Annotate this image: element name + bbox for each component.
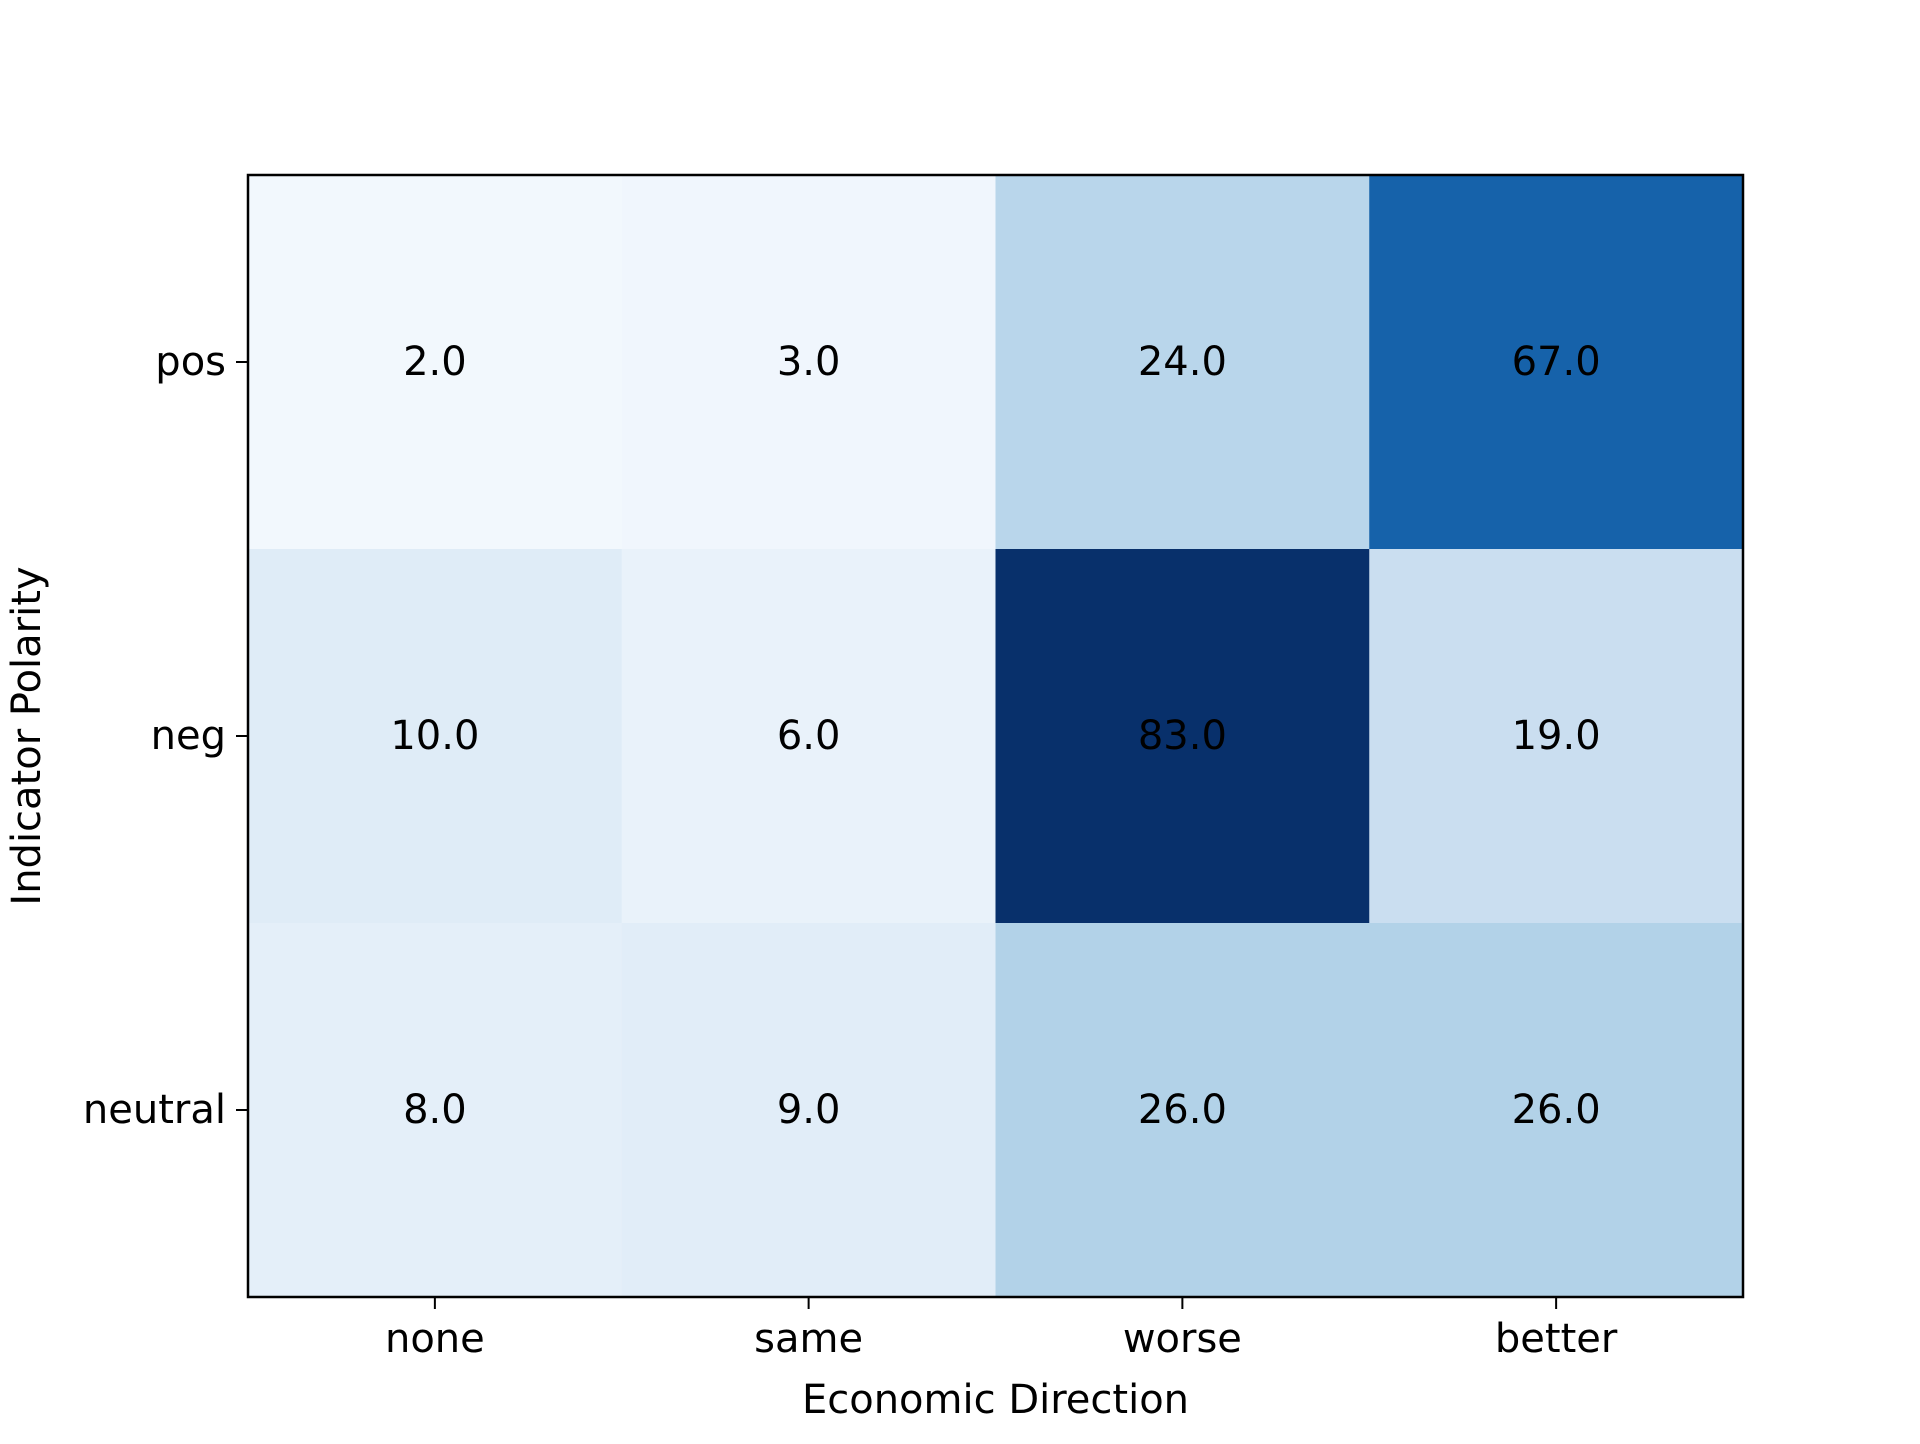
y-axis-label: Indicator Polarity: [4, 566, 50, 905]
y-axis: pos neg neutral: [83, 339, 248, 1133]
cell-value-label: 9.0: [777, 1087, 841, 1133]
heatmap-cell: [1369, 549, 1744, 924]
heatmap-cell: [1369, 175, 1744, 550]
cell-value-label: 6.0: [777, 713, 841, 759]
cell-value-label: 26.0: [1512, 1087, 1601, 1133]
y-tick-label: pos: [155, 339, 226, 385]
cell-value-label: 24.0: [1138, 339, 1227, 385]
heatmap-cell: [248, 923, 623, 1298]
cell-value-label: 83.0: [1138, 713, 1227, 759]
cell-value-label: 3.0: [777, 339, 841, 385]
y-tick-label: neg: [151, 713, 226, 759]
heatmap-cell: [995, 549, 1370, 924]
cell-value-label: 8.0: [403, 1087, 467, 1133]
heatmap-cell: [621, 923, 996, 1298]
x-tick-label: better: [1495, 1316, 1618, 1362]
heatmap-cell: [1369, 923, 1744, 1298]
y-tick-label: neutral: [83, 1087, 226, 1133]
heatmap-cell: [248, 175, 623, 550]
heatmap-cell: [248, 549, 623, 924]
heatmap-cell-labels: 2.0 3.0 24.0 67.0 10.0 6.0 83.0 19.0 8.0 9.0 26.0 2…: [390, 339, 1600, 1133]
heatmap-cell: [621, 549, 996, 924]
x-tick-label: same: [754, 1316, 863, 1362]
cell-value-label: 2.0: [403, 339, 467, 385]
x-tick-label: worse: [1123, 1316, 1242, 1362]
cell-value-label: 67.0: [1512, 339, 1601, 385]
cell-value-label: 10.0: [390, 713, 479, 759]
heatmap-cell: [621, 175, 996, 550]
x-axis: none same worse better: [385, 1297, 1618, 1362]
x-tick-label: none: [385, 1316, 485, 1362]
heatmap-cell: [995, 923, 1370, 1298]
heatmap-cells: [248, 175, 1744, 1298]
x-axis-label: Economic Direction: [802, 1377, 1189, 1423]
cell-value-label: 26.0: [1138, 1087, 1227, 1133]
heatmap-cell: [995, 175, 1370, 550]
cell-value-label: 19.0: [1512, 713, 1601, 759]
